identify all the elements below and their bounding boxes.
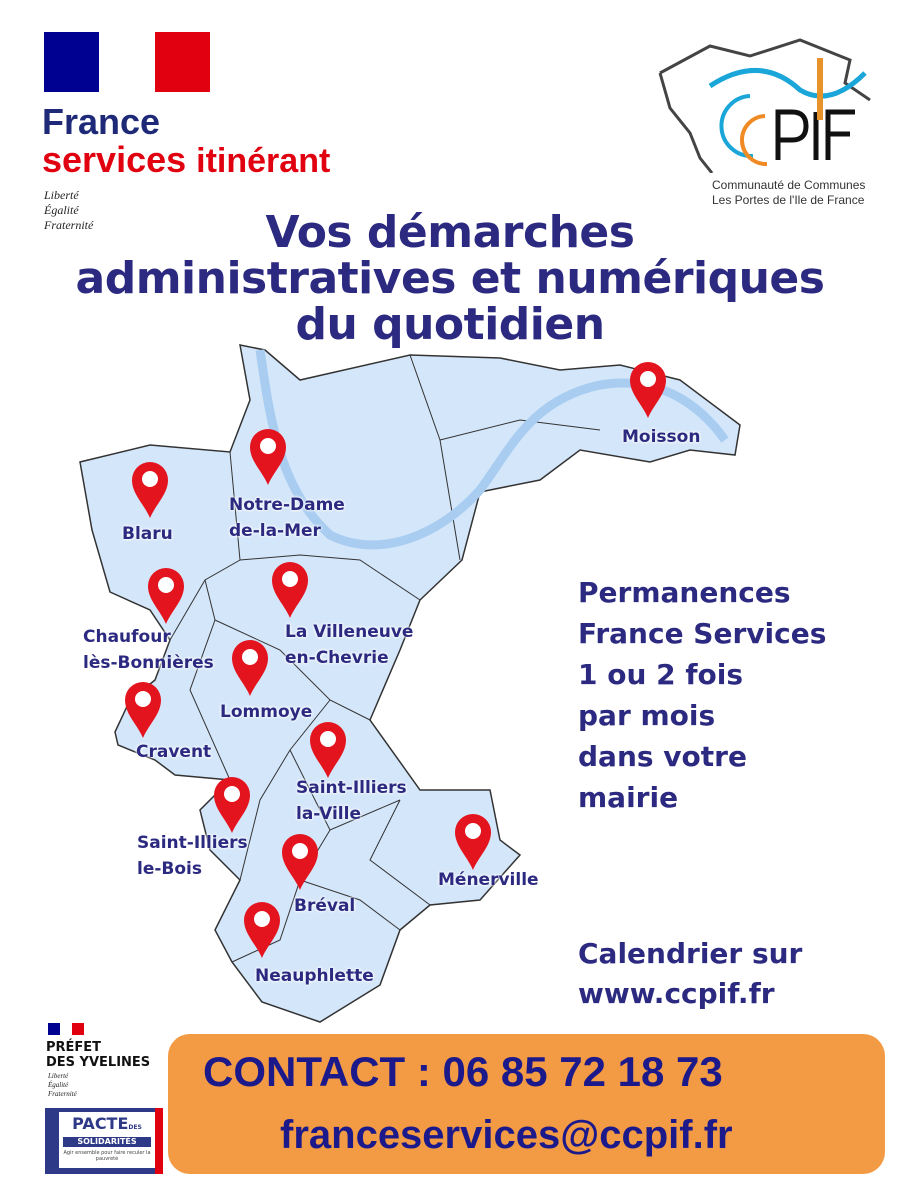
location-pin-icon[interactable]: [248, 427, 288, 487]
republic-motto: Liberté Égalité Fraternité: [44, 188, 94, 232]
permanences-text: Permanences France Services 1 ou 2 fois par…: [578, 576, 827, 814]
prefet-label: PRÉFET DES YVELINES: [46, 1040, 151, 1070]
place-saint-illiers-le-bois[interactable]: Saint-Illiers le-Bois: [137, 833, 248, 879]
ccpif-logo: [650, 28, 880, 174]
place-la-villeneuve-en-chevrie[interactable]: La Villeneuve en-Chevrie: [285, 622, 414, 668]
place-lommoye[interactable]: Lommoye: [220, 702, 313, 722]
location-pin-icon[interactable]: [146, 566, 186, 626]
location-pin-icon[interactable]: [308, 720, 348, 780]
location-pin-icon[interactable]: [453, 812, 493, 872]
page-title: Vos démarches administratives et numériqu…: [75, 207, 825, 350]
place-breval[interactable]: Bréval: [294, 896, 356, 916]
brand-france: France: [42, 101, 161, 142]
location-pin-icon[interactable]: [212, 775, 252, 835]
place-notre-dame-de-la-mer[interactable]: Notre-Dame de-la-Mer: [229, 495, 345, 541]
contact-phone[interactable]: CONTACT : 06 85 72 18 73: [203, 1048, 723, 1095]
place-chaufour-les-bonnieres[interactable]: Chaufour lès-Bonnières: [83, 627, 214, 673]
location-pin-icon[interactable]: [280, 832, 320, 892]
place-menerville[interactable]: Ménerville: [438, 870, 539, 890]
place-cravent[interactable]: Cravent: [136, 742, 212, 762]
location-pin-icon[interactable]: [242, 900, 282, 960]
place-neauphlette[interactable]: Neauphlette: [255, 966, 374, 986]
prefet-motto: Liberté Égalité Fraternité: [48, 1072, 77, 1098]
place-blaru[interactable]: Blaru: [122, 524, 173, 544]
calendar-text: Calendrier sur www.ccpif.fr: [578, 934, 802, 1014]
place-saint-illiers-la-ville[interactable]: Saint-Illiers la-Ville: [296, 778, 407, 824]
map-outline: [79, 344, 741, 1023]
location-pin-icon[interactable]: [123, 680, 163, 740]
location-pin-icon[interactable]: [230, 638, 270, 698]
location-pin-icon[interactable]: [270, 560, 310, 620]
brand-services: services itinérant: [42, 139, 331, 181]
place-moisson[interactable]: Moisson: [622, 427, 701, 447]
contact-box: [168, 1034, 885, 1174]
website-link[interactable]: www.ccpif.fr: [578, 977, 775, 1010]
prefet-flag-logo: [48, 1023, 84, 1035]
ccpif-caption: Communauté de Communes Les Portes de l'Il…: [712, 178, 866, 207]
location-pin-icon[interactable]: [628, 360, 668, 420]
marianne-logo: [44, 32, 210, 92]
contact-email[interactable]: franceservices@ccpif.fr: [280, 1113, 733, 1157]
location-pin-icon[interactable]: [130, 460, 170, 520]
pacte-solidarites-logo: PACTEDES SOLIDARITÉS Agir ensemble pour …: [45, 1108, 163, 1174]
